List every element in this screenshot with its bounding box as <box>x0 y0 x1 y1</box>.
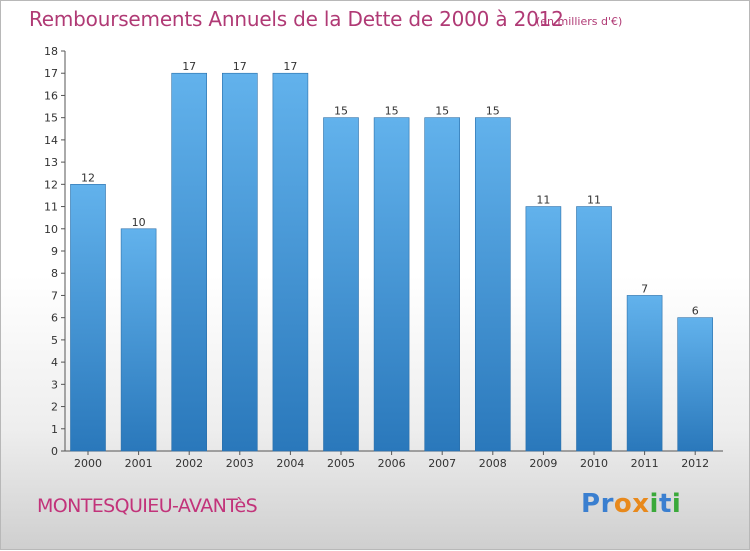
bar <box>120 228 157 452</box>
data-labels: 12 10 17 17 17 15 15 15 15 11 11 7 6 <box>81 60 699 317</box>
logo-letter: P <box>581 489 601 519</box>
x-tick-label: 2001 <box>125 457 153 470</box>
y-tick-label: 7 <box>51 289 58 302</box>
data-label: 15 <box>486 105 500 118</box>
logo-letter: i <box>671 489 682 519</box>
logo-letter: r <box>600 489 614 519</box>
y-tick-label: 1 <box>51 423 58 436</box>
data-label: 15 <box>435 105 449 118</box>
y-tick-label: 15 <box>44 112 58 125</box>
y-tick-label: 9 <box>51 245 58 258</box>
x-tick-label: 2007 <box>428 457 456 470</box>
y-tick-label: 8 <box>51 267 58 280</box>
y-tick-label: 2 <box>51 401 58 414</box>
y-tick-label: 6 <box>51 312 58 325</box>
bar <box>677 317 714 452</box>
data-label: 10 <box>132 216 146 229</box>
bar <box>70 184 106 452</box>
logo-letter: o <box>613 489 633 519</box>
data-label: 7 <box>641 282 648 295</box>
y-tick-label: 11 <box>44 201 58 214</box>
y-tick-label: 10 <box>44 223 58 236</box>
bar <box>576 206 612 452</box>
data-label: 15 <box>385 105 399 118</box>
bar <box>626 295 663 452</box>
data-label: 17 <box>233 60 247 73</box>
data-label: 11 <box>536 194 550 207</box>
logo-letter: t <box>658 489 672 519</box>
x-tick-label: 2012 <box>681 457 709 470</box>
y-tick-label: 16 <box>44 89 58 102</box>
bar <box>272 72 309 452</box>
y-tick-label: 18 <box>44 45 58 58</box>
x-tick-label: 2011 <box>631 457 659 470</box>
y-tick-label: 5 <box>51 334 58 347</box>
x-tick-label: 2004 <box>276 457 304 470</box>
proxiti-logo[interactable]: Proxiti <box>581 489 681 519</box>
chart-title: Remboursements Annuels de la Dette de 20… <box>29 7 564 31</box>
logo-letter: x <box>632 489 650 519</box>
bar <box>424 117 461 452</box>
bar <box>171 72 207 452</box>
y-tick-label: 3 <box>51 378 58 391</box>
x-tick-label: 2009 <box>529 457 557 470</box>
commune-name: MONTESQUIEU-AVANTèS <box>37 495 258 517</box>
y-tick-label: 13 <box>44 156 58 169</box>
data-label: 11 <box>587 194 601 207</box>
x-tick-label: 2010 <box>580 457 608 470</box>
y-tick-label: 12 <box>44 178 58 191</box>
data-label: 12 <box>81 171 95 184</box>
y-tick-label: 14 <box>44 134 58 147</box>
data-label: 17 <box>182 60 196 73</box>
bar <box>373 117 410 452</box>
y-tick-label: 0 <box>51 445 58 458</box>
data-label: 17 <box>283 60 297 73</box>
x-tick-label: 2005 <box>327 457 355 470</box>
bar <box>222 72 258 452</box>
bars <box>70 72 714 452</box>
data-label: 6 <box>692 305 699 318</box>
x-tick-label: 2002 <box>175 457 203 470</box>
logo-letter: i <box>649 489 659 519</box>
x-tick-label: 2000 <box>74 457 102 470</box>
bar <box>323 117 359 452</box>
y-tick-label: 17 <box>44 67 58 80</box>
x-tick-label: 2006 <box>378 457 406 470</box>
data-label: 15 <box>334 105 348 118</box>
x-tick-label: 2003 <box>226 457 254 470</box>
bar <box>474 117 511 452</box>
chart-subtitle: (en milliers d'€) <box>536 15 623 28</box>
y-tick-label: 4 <box>51 356 58 369</box>
x-tick-label: 2008 <box>479 457 507 470</box>
bar <box>525 206 562 452</box>
